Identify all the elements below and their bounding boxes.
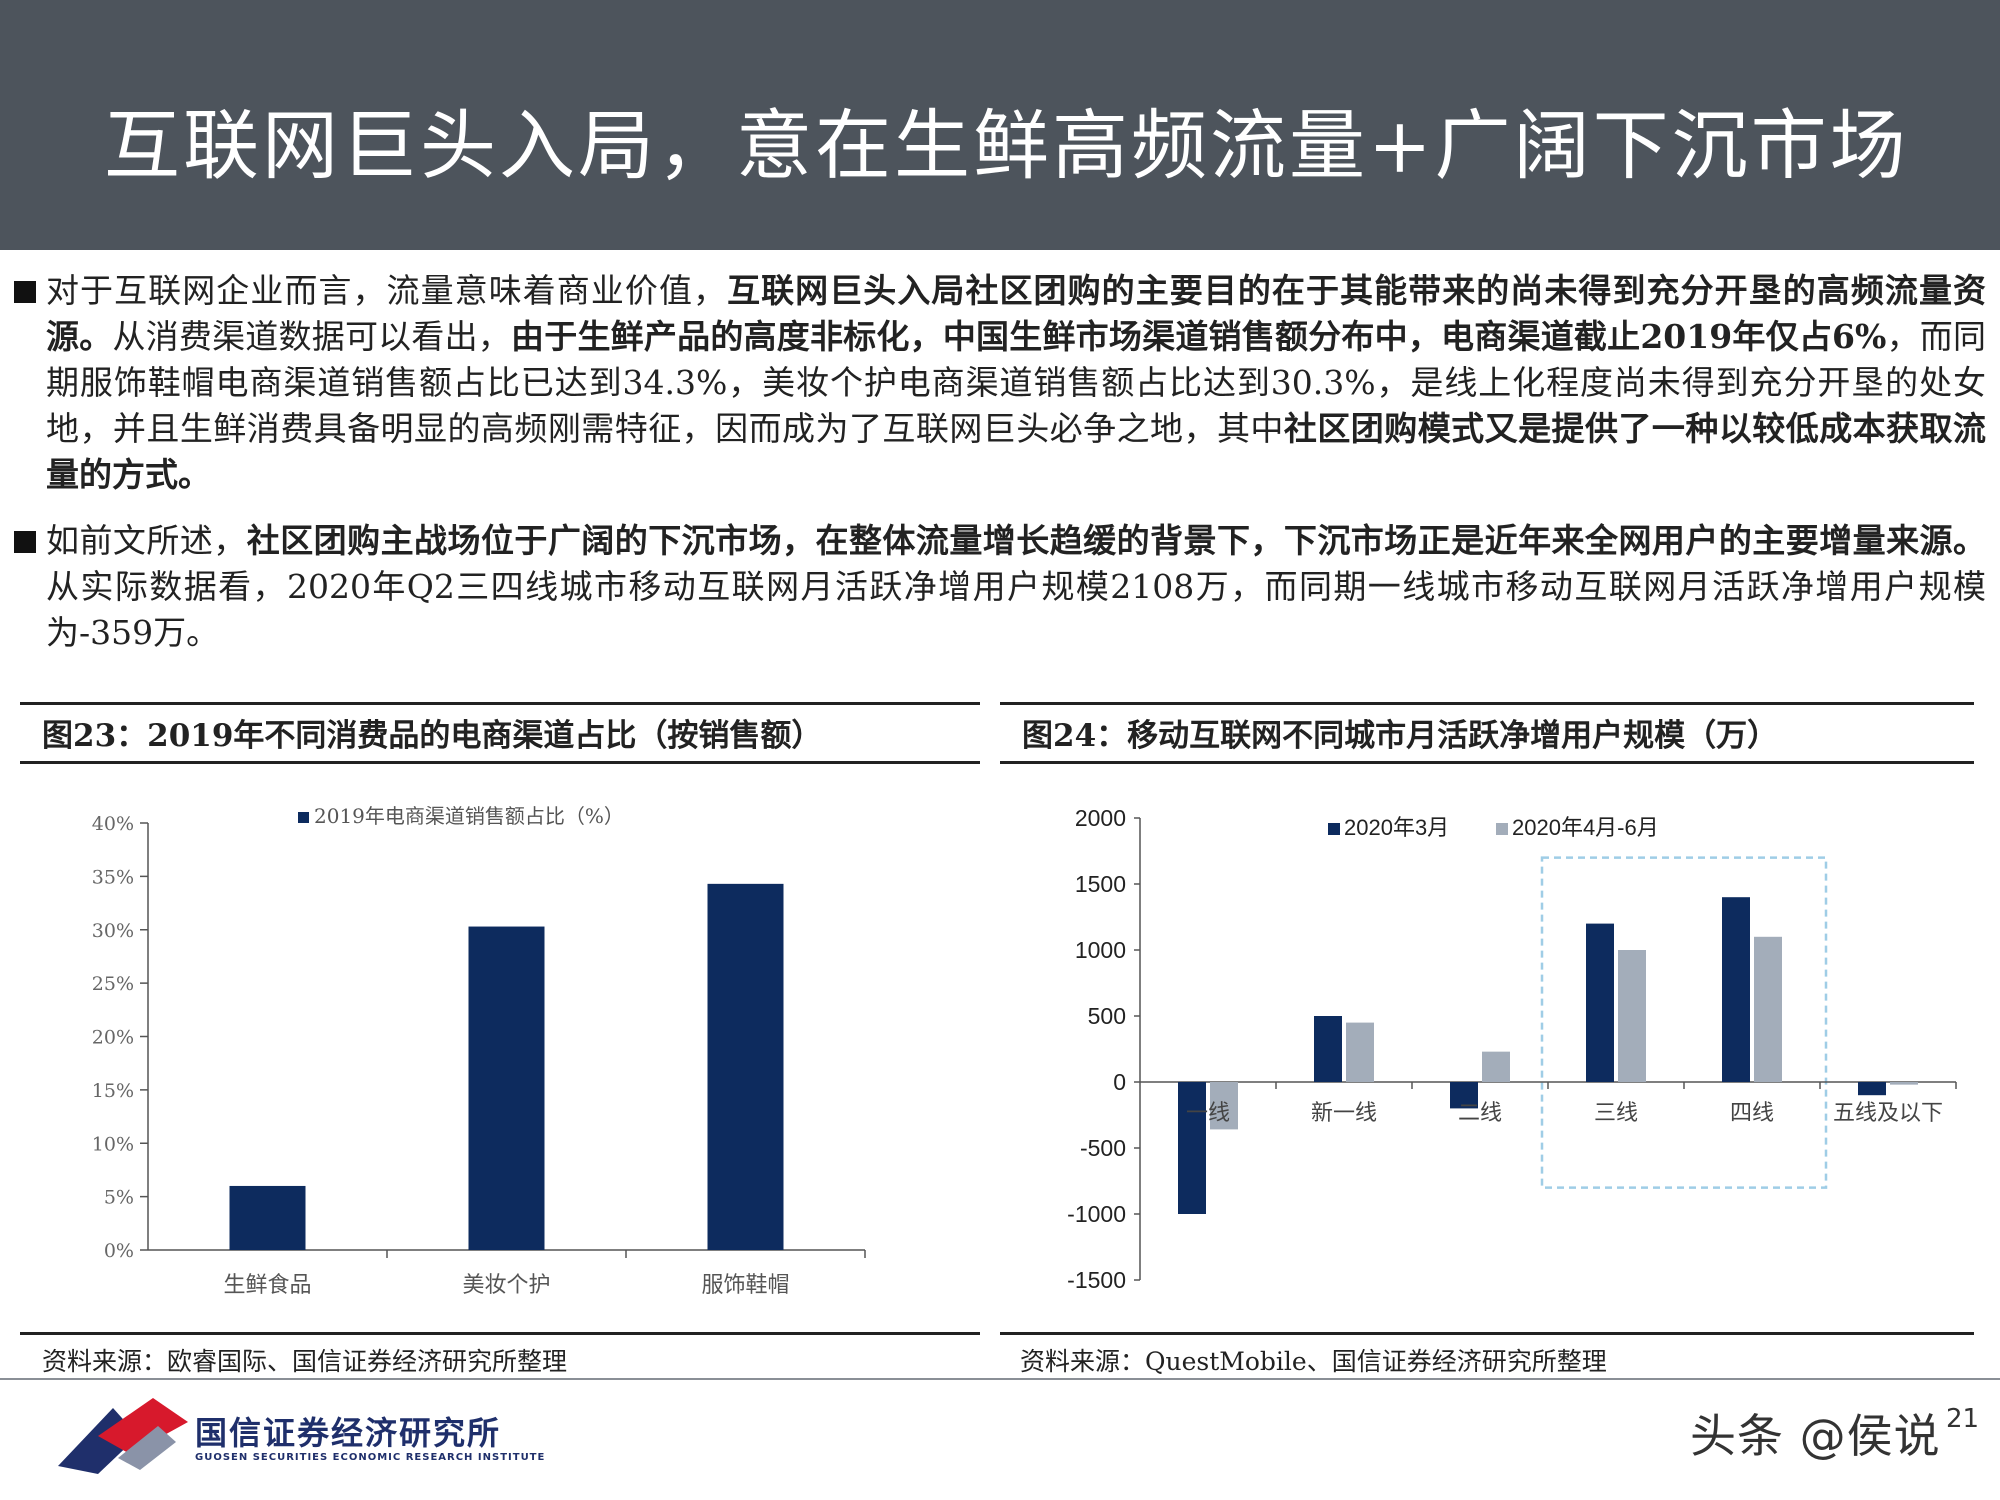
fig23-title: 图23：2019年不同消费品的电商渠道占比（按销售额） [20,702,980,764]
bar-新一线-1 [1314,1016,1342,1082]
y-tick-label: 25% [92,973,134,995]
bullet-square-icon [14,281,36,303]
bar-一线-2 [1210,1082,1238,1130]
guosen-logo-icon [58,1398,188,1474]
y-tick-label: 20% [92,1027,134,1049]
bullet-2-text: 如前文所述，社区团购主战场位于广阔的下沉市场，在整体流量增长趋缓的背景下，下沉市… [46,518,1986,656]
watermark: 头条 @侯说 [1690,1409,1941,1463]
bar-五线及以下-1 [1858,1082,1886,1096]
page-number: 21 [1946,1404,1980,1434]
bar-三线-1 [1586,923,1614,1082]
bullet-run: 从实际数据看，2020年Q2三四线城市移动互联网月活跃净增用户规模2108万，而… [46,567,1986,652]
fig23-source-rule [20,1332,980,1335]
y-tick-label: 15% [92,1080,134,1102]
bullet-run: 如前文所述， [46,521,247,560]
y-tick-label: 2000 [1075,805,1126,831]
bar-服饰鞋帽 [707,883,784,1250]
x-tick-label: 三线 [1594,1101,1638,1126]
bullet-run: 从消费渠道数据可以看出， [112,317,512,356]
x-tick-label: 二线 [1458,1101,1502,1126]
legend-swatch [1496,823,1508,835]
bullet-square-icon [14,531,36,553]
y-tick-label: -1500 [1067,1267,1126,1293]
bullet-run: 对于互联网企业而言，流量意味着商业价值， [46,271,728,310]
bullet-run: 互联网巨头入局社区团购的主要目的在于其能带来的尚未得到充分开垦的高频流量资源。 [46,271,1987,356]
x-tick-label: 生鲜食品 [223,1273,311,1298]
bar-美妆个护 [468,926,545,1250]
slide-title: 互联网巨头入局，意在生鲜高频流量+广阔下沉市场 [104,101,1909,190]
x-tick-label: 服饰鞋帽 [701,1273,789,1298]
bullet-run: 由于生鲜产品的高度非标化，中国生鲜市场渠道销售额分布中，电商渠道截止2019年仅… [511,317,1887,356]
legend-label: 2020年4月-6月 [1512,815,1659,840]
x-tick-label: 美妆个护 [462,1273,550,1298]
x-tick-label: 五线及以下 [1833,1101,1943,1126]
highlight-box [1540,856,1828,1189]
bar-新一线-2 [1346,1022,1374,1082]
x-tick-label: 一线 [1186,1101,1230,1126]
y-tick-label: 30% [92,920,134,942]
y-tick-label: -1000 [1067,1201,1126,1227]
slide-header: 互联网巨头入局，意在生鲜高频流量+广阔下沉市场 [0,0,2000,250]
logo-name: 国信证券经济研究所 [195,1414,502,1452]
bar-四线-2 [1754,936,1782,1082]
y-tick-label: 10% [92,1133,134,1155]
bullet-2: 如前文所述，社区团购主战场位于广阔的下沉市场，在整体流量增长趋缓的背景下，下沉市… [14,518,1986,658]
legend-swatch [298,812,309,823]
y-tick-label: 500 [1088,1003,1126,1029]
logo-subtitle: GUOSEN SECURITIES ECONOMIC RESEARCH INST… [195,1452,546,1463]
bar-二线-2 [1482,1051,1510,1082]
bar-二线-1 [1450,1082,1478,1109]
fig23-source: 资料来源：欧睿国际、国信证券经济研究所整理 [42,1347,568,1376]
footer-divider [0,1378,2000,1380]
y-tick-label: 35% [92,866,134,888]
bullet-run: 社区团购主战场位于广阔的下沉市场，在整体流量增长趋缓的背景下，下沉市场正是近年来… [246,521,1987,560]
bar-三线-2 [1618,950,1646,1082]
bar-五线及以下-2 [1890,1082,1918,1085]
bullet-run: 社区团购模式又是提供了一种以较低成本获取流量的方式。 [46,409,1987,494]
legend-label: 2019年电商渠道销售额占比（%） [314,804,624,828]
bar-一线-1 [1178,1082,1206,1214]
legend-label: 2020年3月 [1344,815,1449,840]
y-tick-label: 1000 [1075,937,1126,963]
legend-swatch [1328,823,1340,835]
chart-ecommerce-share: 0% 5% 10% 15% 20% 25% 30% 35% 40% 生鲜食品 美妆个护 服饰鞋帽 201… [92,804,866,1298]
fig24-title: 图24：移动互联网不同城市月活跃净增用户规模（万） [1000,702,1974,764]
fig24-source: 资料来源：QuestMobile、国信证券经济研究所整理 [1020,1347,1607,1376]
chart-mau-net-growth: 2000 1500 1000 500 0 -500 -1000 -1500 一线 新一线 二线 三线 四… [1067,805,1957,1293]
x-tick-label: 新一线 [1311,1101,1377,1126]
y-tick-label: 0 [1113,1069,1126,1095]
x-tick-label: 四线 [1730,1101,1774,1126]
y-tick-label: 40% [92,813,134,835]
bullet-1: 对于互联网企业而言，流量意味着商业价值，互联网巨头入局社区团购的主要目的在于其能… [14,268,1986,498]
y-tick-label: 0% [104,1240,134,1262]
bar-四线-1 [1722,897,1750,1082]
y-tick-label: -500 [1080,1135,1126,1161]
bar-生鲜食品 [229,1185,306,1250]
bullet-run: ，而同期服饰鞋帽电商渠道销售额占比已达到34.3%，美妆个护电商渠道销售额占比达… [46,317,1987,448]
bullet-1-text: 对于互联网企业而言，流量意味着商业价值，互联网巨头入局社区团购的主要目的在于其能… [46,268,1986,498]
fig24-source-rule [1000,1332,1974,1335]
y-tick-label: 5% [104,1187,134,1209]
y-tick-label: 1500 [1075,871,1126,897]
